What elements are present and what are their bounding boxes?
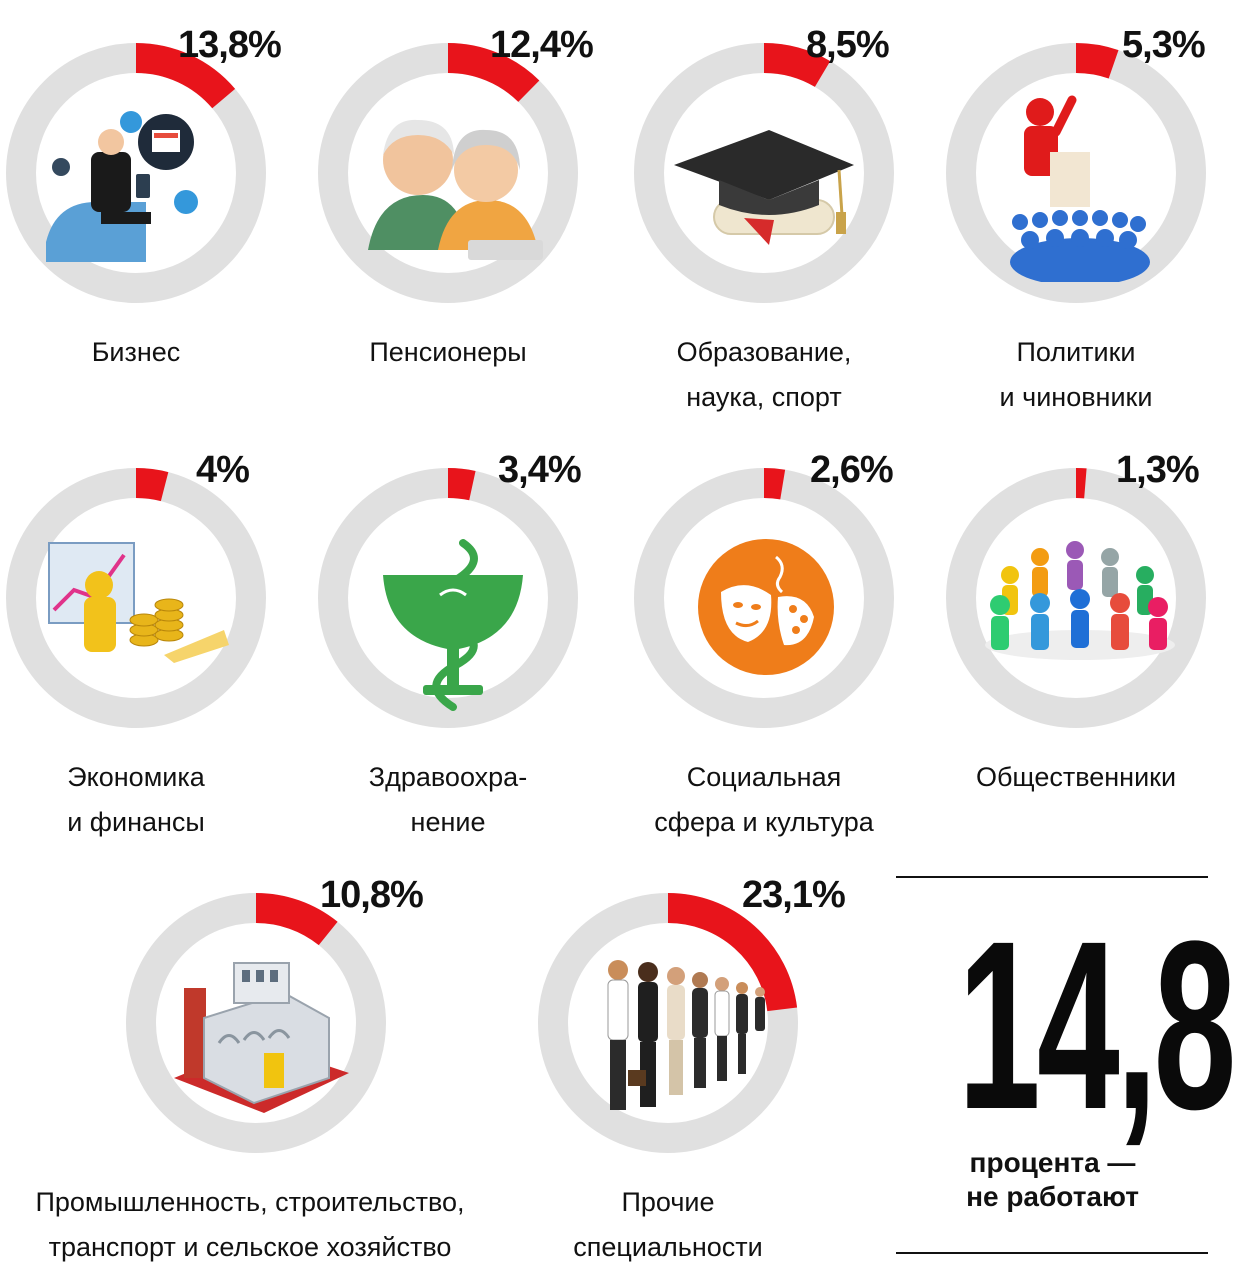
category-label: Прочие специальности (573, 1187, 763, 1262)
value-arc (667, 893, 798, 1012)
value-arc (447, 43, 540, 103)
segment-business: 13,8% Бизнес (0, 0, 310, 420)
category-label: Общественники (975, 762, 1177, 792)
people-circle-icon (985, 541, 1175, 660)
pensioners-icon (368, 119, 543, 260)
donut-ring (634, 43, 894, 303)
category-label: Бизнес (91, 337, 181, 367)
segment-pensioners: 12,4% Пенсионеры (312, 0, 622, 420)
segment-healthcare: 3,4% Здравоохра- нение (312, 425, 622, 845)
category-label: Политики и чиновники (999, 337, 1153, 412)
category-label: Промышленность, строительство, транспорт… (35, 1187, 465, 1262)
segment-culture: 2,6% Социальная сфера и культура (628, 425, 938, 845)
segment-economy: 4% Экономика и финансы (0, 425, 310, 845)
value-arc (763, 468, 786, 500)
value-arc (447, 467, 476, 501)
medical-bowl-icon (383, 539, 523, 711)
factory-icon (174, 962, 349, 1113)
segment-other: 23,1% Прочие специальности (532, 850, 892, 1270)
theatre-mask-icon (698, 539, 834, 675)
divider-top (896, 876, 1208, 878)
category-label: Социальная сфера и культура (654, 762, 874, 837)
category-label: Экономика и финансы (67, 762, 205, 837)
category-label: Образование, наука, спорт (676, 337, 852, 412)
percent-label: 10,8% (320, 874, 424, 916)
percent-label: 5,3% (1122, 24, 1206, 66)
donut-ring (6, 43, 266, 303)
donut-ring (634, 468, 894, 728)
donut-ring (318, 467, 578, 728)
value-arc (1075, 43, 1119, 79)
percent-label: 2,6% (810, 449, 894, 491)
value-arc (135, 43, 236, 109)
donut-ring (946, 467, 1206, 728)
percent-label: 1,3% (1116, 449, 1200, 491)
speaker-podium-icon (1010, 95, 1150, 282)
donut-ring (6, 468, 266, 728)
percent-label: 12,4% (490, 24, 594, 66)
headline-caption: процента — не работают (966, 1147, 1139, 1212)
value-arc (135, 468, 169, 502)
donut-ring (946, 43, 1206, 303)
segment-education: 8,5% Образование, наука, спорт (628, 0, 938, 420)
percent-label: 23,1% (742, 874, 846, 916)
divider-bottom (896, 1252, 1208, 1254)
finance-coins-icon (48, 542, 229, 663)
donut-ring (538, 893, 798, 1153)
donut-ring (126, 893, 386, 1153)
category-label: Здравоохра- нение (368, 762, 528, 837)
value-arc (255, 893, 338, 946)
graduation-cap-icon (674, 130, 854, 245)
headline-value: 14,8 (957, 891, 1236, 1159)
value-arc (763, 43, 831, 88)
donut-ring (318, 43, 578, 303)
percent-label: 13,8% (178, 24, 282, 66)
professionals-line-icon (607, 960, 765, 1110)
category-label: Пенсионеры (369, 337, 527, 367)
segment-activists: 1,3% Общественники (940, 425, 1242, 845)
percent-label: 4% (196, 449, 250, 491)
percent-label: 8,5% (806, 24, 890, 66)
segment-politicians: 5,3% Политики и чиновники (940, 0, 1242, 420)
business-icon (46, 111, 198, 262)
segment-industry: 10,8% Промышленность, строительство, тра… (35, 850, 520, 1270)
percent-label: 3,4% (498, 449, 582, 491)
